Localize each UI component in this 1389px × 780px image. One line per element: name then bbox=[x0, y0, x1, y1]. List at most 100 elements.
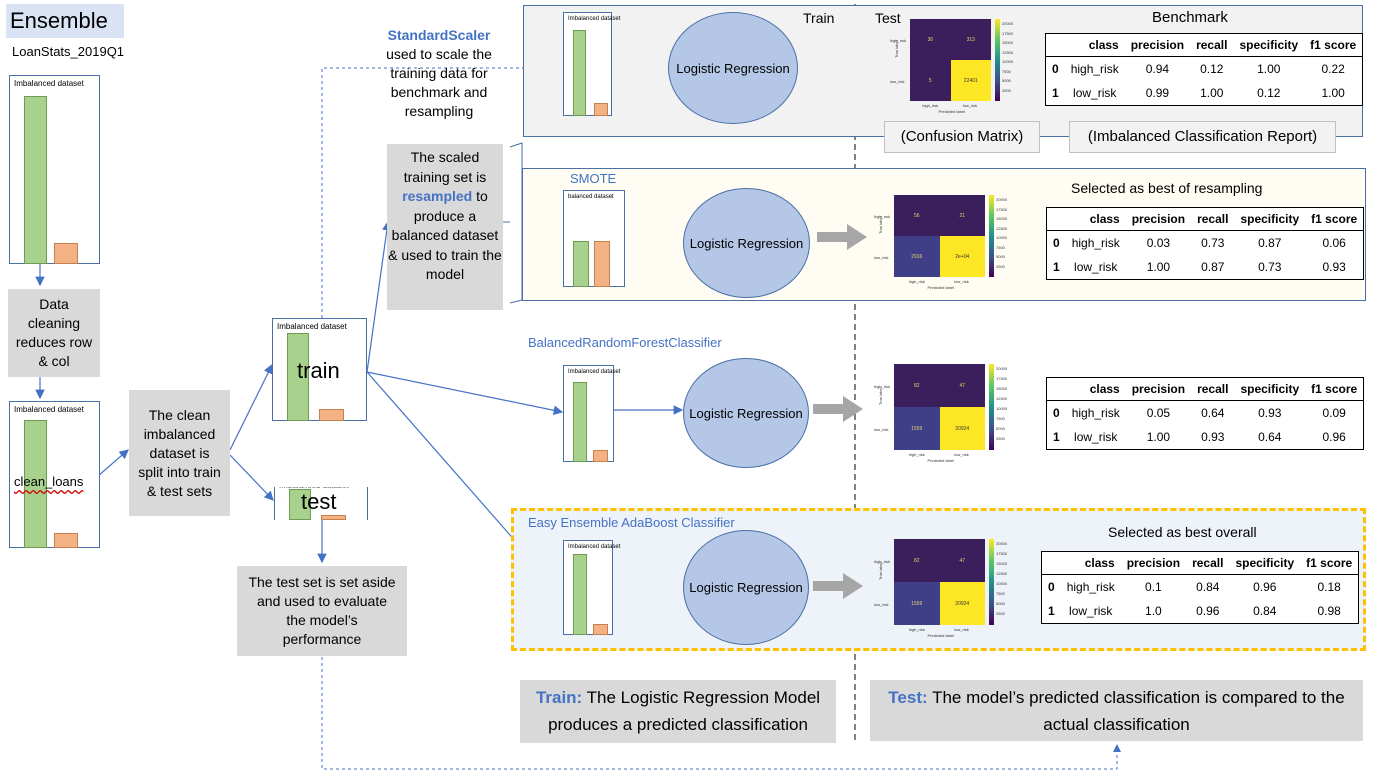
confusion-matrix-cell: 36 bbox=[910, 19, 951, 60]
minority-class-bar bbox=[594, 103, 608, 116]
colorbar-tick: 15000 bbox=[996, 216, 1008, 221]
report-header-cell: specificity bbox=[1234, 378, 1306, 401]
scaler-note: StandardScaler used to scale the trainin… bbox=[383, 26, 495, 121]
confusion-matrix: 36 313 5 22401 20000 17500 15000 12500 10000 7500… bbox=[890, 16, 1020, 116]
classification-report: class precision recall specificity f1 score 0… bbox=[1041, 551, 1360, 624]
smote-heading: Selected as best of resampling bbox=[1071, 180, 1263, 196]
resample-text-pre: The scaled training set is bbox=[403, 149, 487, 185]
minority-class-bar bbox=[54, 243, 78, 264]
cm-row-label: low_risk bbox=[874, 254, 889, 260]
minority-class-bar bbox=[593, 450, 608, 462]
majority-class-bar bbox=[573, 30, 586, 116]
colorbar-tick: 20000 bbox=[996, 197, 1008, 202]
cm-row-label: high_risk bbox=[890, 37, 907, 43]
chart-title: Imbalanced dataset bbox=[568, 544, 621, 550]
resample-keyword: resampled bbox=[402, 188, 473, 204]
colorbar-tick: 2500 bbox=[996, 263, 1005, 269]
scaler-name: StandardScaler bbox=[387, 27, 491, 43]
benchmark-dataset-chart: Imbalanced dataset bbox=[563, 12, 620, 116]
colorbar-tick: 15000 bbox=[996, 386, 1008, 391]
confusion-matrix-cell: 313 bbox=[950, 19, 991, 60]
confusion-matrix-cell: 2916 bbox=[894, 236, 940, 277]
minority-class-bar bbox=[593, 624, 608, 635]
colorbar-tick: 20000 bbox=[996, 366, 1008, 371]
eec-heading: Selected as best overall bbox=[1108, 524, 1257, 540]
report-cell: 0.73 bbox=[1258, 260, 1282, 274]
report-header-cell: recall bbox=[1191, 378, 1235, 401]
colorbar-tick: 5000 bbox=[996, 254, 1005, 259]
colorbar-tick: 10000 bbox=[1002, 59, 1014, 64]
test-set-note: The test set is set aside and used to ev… bbox=[237, 566, 407, 656]
report-row: 1 low_risk 1.00 0.93 0.64 0.96 bbox=[1047, 425, 1363, 449]
report-cell: 0 bbox=[1053, 406, 1060, 420]
cm-col-label: low_risk bbox=[954, 627, 969, 632]
report-cell: 0.84 bbox=[1253, 604, 1277, 618]
cm-row-label: high_risk bbox=[874, 558, 891, 564]
report-table: class precision recall specificity f1 score 0… bbox=[1047, 378, 1364, 449]
report-cell: 1.00 bbox=[1146, 260, 1171, 274]
majority-class-bar bbox=[573, 241, 589, 287]
report-caption: (Imbalanced Classification Report) bbox=[1069, 121, 1336, 153]
report-header-blank bbox=[1042, 552, 1061, 575]
chart-title: balanced dataset bbox=[568, 194, 614, 200]
majority-class-bar bbox=[287, 333, 309, 421]
report-cell: 0.05 bbox=[1146, 406, 1171, 420]
cm-col-label: low_risk bbox=[962, 103, 978, 108]
report-cell: 0.12 bbox=[1200, 62, 1224, 76]
report-cell: 1.0 bbox=[1145, 604, 1162, 618]
chart-title: Imbalanced dataset bbox=[568, 369, 621, 375]
report-cell: low_risk bbox=[1069, 604, 1113, 618]
clean-dataset-chart: Imbalanced dataset clean_loans bbox=[9, 401, 100, 548]
colorbar-tick: 5000 bbox=[996, 426, 1005, 431]
report-cell: 0.87 bbox=[1258, 236, 1282, 250]
report-cell: 0.12 bbox=[1257, 86, 1281, 100]
report-header-cell: f1 score bbox=[1300, 552, 1359, 575]
report-cell: high_risk bbox=[1071, 406, 1120, 420]
chart-title: Imbalanced dataset bbox=[279, 487, 349, 490]
colorbar-tick: 17500 bbox=[996, 206, 1008, 212]
report-header-cell: f1 score bbox=[1305, 378, 1364, 401]
classification-report: class precision recall specificity f1 score 0… bbox=[1046, 207, 1365, 280]
report-cell: 0.73 bbox=[1201, 236, 1225, 250]
report-header-blank bbox=[1047, 378, 1066, 401]
report-cell: 0 bbox=[1048, 580, 1055, 594]
report-cell: 0.93 bbox=[1322, 260, 1346, 274]
colorbar-tick: 20000 bbox=[1002, 21, 1014, 26]
cm-x-axis-label: Predicted label bbox=[938, 109, 965, 114]
colorbar-tick: 5000 bbox=[1002, 78, 1011, 83]
report-cell: 0.64 bbox=[1201, 406, 1225, 420]
colorbar-tick: 10000 bbox=[996, 235, 1008, 240]
data-cleaning-note: Data cleaning reduces row & col bbox=[8, 289, 100, 377]
brf-dataset-chart: Imbalanced dataset bbox=[563, 365, 620, 462]
report-header-blank bbox=[1047, 208, 1066, 231]
colorbar-tick: 12500 bbox=[996, 225, 1008, 231]
report-cell: high_risk bbox=[1070, 62, 1119, 76]
cm-col-label: high_risk bbox=[908, 452, 925, 457]
report-row: 1 low_risk 1.0 0.96 0.84 0.98 bbox=[1042, 599, 1358, 623]
report-cell: 0 bbox=[1052, 62, 1059, 76]
resample-note: The scaled training set is resampled to … bbox=[387, 144, 503, 310]
report-cell: 0.06 bbox=[1322, 236, 1346, 250]
colorbar-tick: 17500 bbox=[1002, 30, 1014, 36]
test-set-chart: Imbalanced dataset test bbox=[274, 487, 368, 520]
chart-title: Imbalanced dataset bbox=[277, 322, 347, 331]
confusion-matrix-cell: 56 bbox=[894, 195, 940, 236]
report-header-cell: recall bbox=[1191, 208, 1235, 231]
report-cell: high_risk bbox=[1066, 580, 1115, 594]
report-header-cell: class bbox=[1065, 208, 1126, 231]
report-header-cell: recall bbox=[1190, 34, 1234, 57]
colorbar-tick: 15000 bbox=[996, 561, 1008, 566]
report-header-cell: specificity bbox=[1229, 552, 1301, 575]
logistic-regression-model: Logistic Regression bbox=[683, 188, 810, 298]
cm-x-axis-label: Predicted label bbox=[927, 285, 954, 290]
report-cell: 1.00 bbox=[1321, 86, 1345, 100]
colorbar-tick: 15000 bbox=[1002, 40, 1014, 45]
train-column-header: Train bbox=[803, 10, 835, 26]
report-row: 0 high_risk 0.1 0.84 0.96 0.18 bbox=[1042, 575, 1358, 600]
report-cell: 0.93 bbox=[1258, 406, 1282, 420]
raw-dataset-chart: Imbalanced dataset bbox=[9, 75, 100, 264]
cm-row-label: low_risk bbox=[874, 426, 889, 432]
report-header-cell: precision bbox=[1124, 34, 1191, 57]
minority-class-bar bbox=[54, 533, 78, 548]
train-footer-text: The Logistic Regression Model produces a… bbox=[548, 688, 821, 734]
